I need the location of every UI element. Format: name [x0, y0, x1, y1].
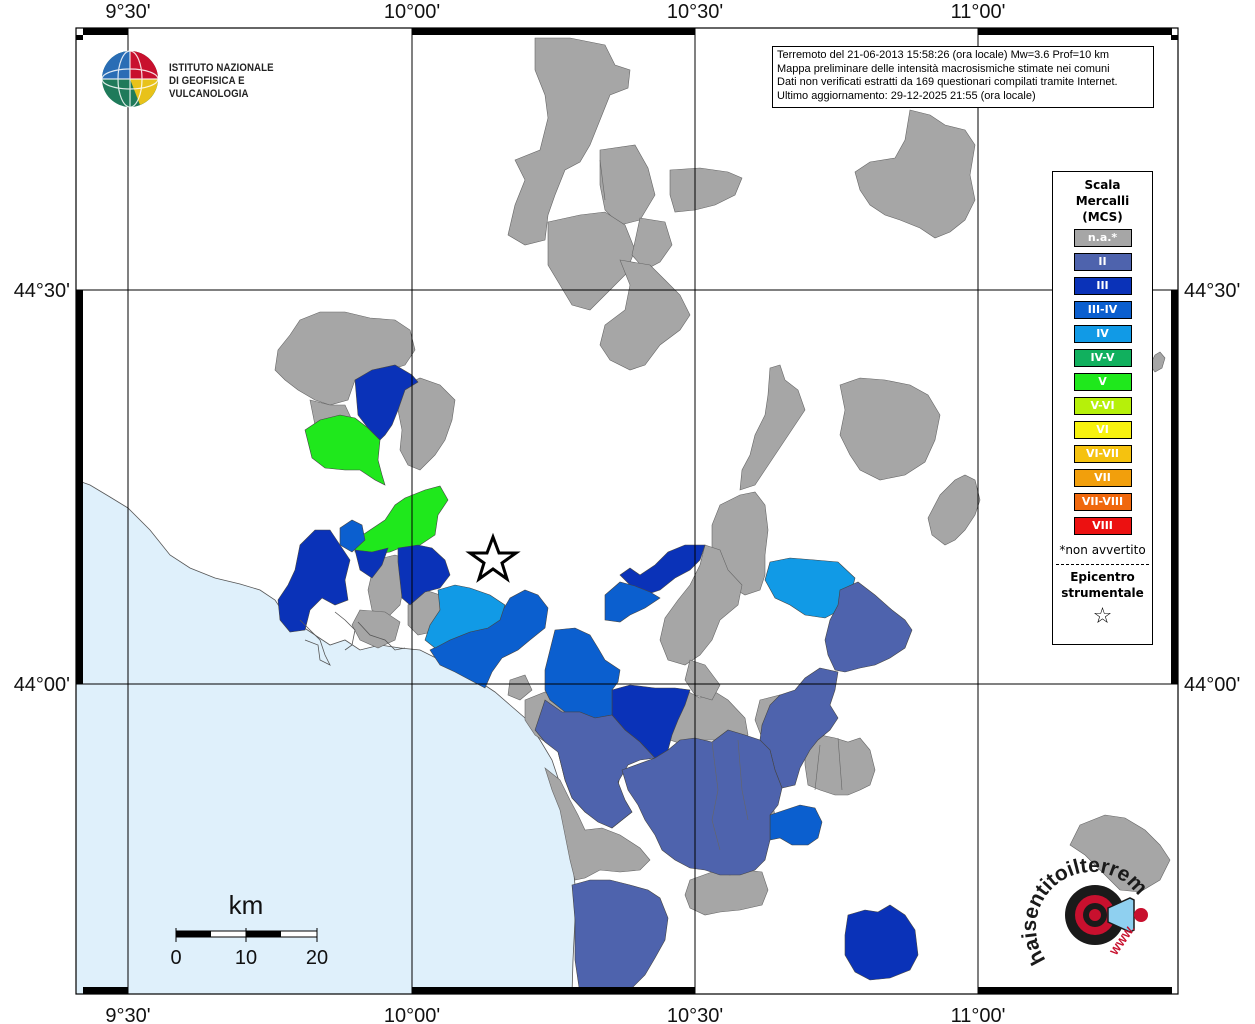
legend-item: IV-V — [1073, 349, 1132, 367]
legend-title-line: (MCS) — [1082, 210, 1123, 224]
legend-item: III — [1073, 277, 1132, 295]
event-info-line: Ultimo aggiornamento: 29-12-2025 21:55 (… — [777, 89, 1036, 102]
legend-item: V-VI — [1073, 397, 1132, 415]
graticule — [76, 28, 1178, 994]
lon-label-bottom: 10°00' — [384, 1005, 440, 1024]
event-info-line: Terremoto del 21-06-2013 15:58:26 (ora l… — [777, 49, 1110, 61]
legend-epicenter-line: strumentale — [1061, 586, 1144, 600]
legend-epicenter-label: Epicentro strumentale — [1053, 569, 1152, 601]
legend-item: VII — [1073, 469, 1132, 487]
hsit-logo: haisentitoilterremoto.it WWW. — [1020, 858, 1152, 969]
ingv-name-line2: DI GEOFISICA E VULCANOLOGIA — [169, 75, 249, 100]
ingv-name-line1: ISTITUTO NAZIONALE — [169, 62, 274, 74]
lat-label-left: 44°30' — [14, 280, 70, 302]
lat-labels: 44°30' 44°00' 44°30' 44°00' — [14, 280, 1241, 696]
lat-label-right: 44°00' — [1184, 674, 1240, 696]
legend-item: VIII — [1073, 517, 1132, 535]
scale-bar-label: 0 — [170, 947, 181, 969]
coastline — [299, 611, 406, 666]
legend-item: VI-VII — [1073, 445, 1132, 463]
lon-labels-bottom: 9°30' 10°00' 10°30' 11°00' — [105, 1005, 1005, 1024]
lat-label-left: 44°00' — [14, 674, 70, 696]
legend-title-line: Scala — [1084, 178, 1121, 192]
legend-item: IV — [1073, 325, 1132, 343]
scale-bar-label: 10 — [235, 947, 257, 969]
intensity-legend: Scala Mercalli (MCS) n.a.* II III III-IV IV I… — [1052, 171, 1153, 645]
legend-item: n.a.* — [1073, 229, 1132, 247]
legend-note: *non avvertito — [1059, 543, 1146, 557]
legend-title: Scala Mercalli (MCS) — [1053, 177, 1152, 225]
epicenter-star — [465, 532, 521, 583]
lon-label-bottom: 9°30' — [105, 1005, 150, 1024]
lat-label-right: 44°30' — [1184, 280, 1240, 302]
event-info-line: Dati non verificati estratti da 169 ques… — [777, 76, 1118, 88]
municipalities-intensity — [277, 364, 919, 995]
lon-label-bottom: 10°30' — [667, 1005, 723, 1024]
legend-item: II — [1073, 253, 1132, 271]
frame-ticks — [76, 28, 1178, 994]
municipal-borders — [599, 159, 843, 851]
lon-label-top: 10°30' — [667, 1, 723, 23]
legend-item: VI — [1073, 421, 1132, 439]
event-info-box: Terremoto del 21-06-2013 15:58:26 (ora l… — [772, 46, 1154, 108]
lon-label-top: 9°30' — [105, 1, 150, 23]
legend-epicenter-line: Epicentro — [1070, 570, 1135, 584]
legend-item: VII-VIII — [1073, 493, 1132, 511]
lon-label-bottom: 11°00' — [951, 1005, 1006, 1024]
legend-item: III-IV — [1073, 301, 1132, 319]
ingv-name: ISTITUTO NAZIONALE DI GEOFISICA E VULCAN… — [169, 62, 302, 101]
legend-title-line: Mercalli — [1075, 194, 1130, 208]
scale-bar: km 0 10 20 — [170, 890, 328, 969]
scale-bar-label: 20 — [306, 947, 328, 969]
municipalities-na — [274, 37, 1171, 916]
legend-items: n.a.* II III III-IV IV IV-V V V-VI VI VI-VII VII VI… — [1053, 229, 1152, 535]
legend-item: V — [1073, 373, 1132, 391]
megaphone-icon — [1107, 897, 1135, 933]
legend-separator — [1056, 564, 1149, 565]
legend-star-icon: ☆ — [1092, 604, 1113, 629]
lon-label-top: 10°00' — [384, 1, 440, 23]
lon-labels-top: 9°30' 10°00' 10°30' 11°00' — [105, 1, 1005, 23]
scale-bar-title: km — [229, 890, 264, 920]
globe-icon — [101, 50, 159, 108]
event-info-line: Mappa preliminare delle intensità macros… — [777, 62, 1110, 75]
ingv-logo: ISTITUTO NAZIONALE DI GEOFISICA E VULCAN… — [100, 48, 320, 110]
lon-label-top: 11°00' — [951, 1, 1006, 23]
